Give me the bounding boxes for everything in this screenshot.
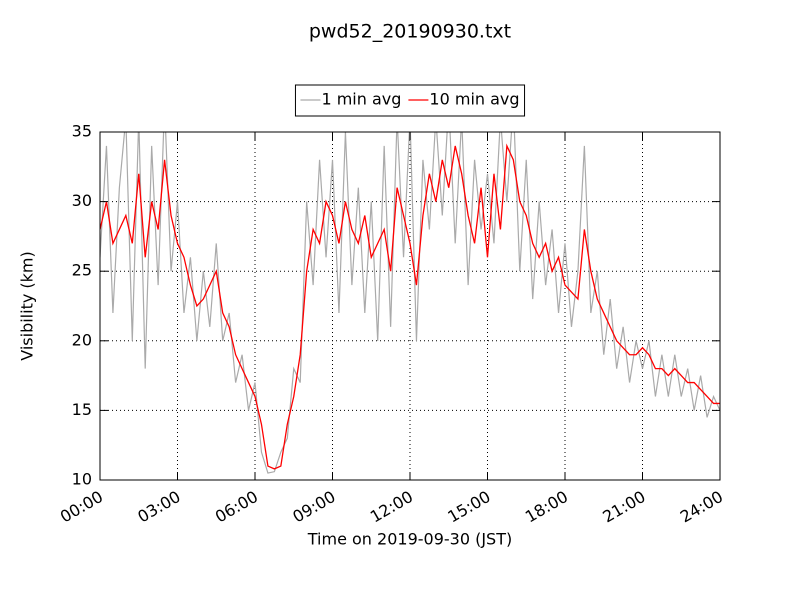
series-line — [100, 143, 720, 470]
x-axis-label: Time on 2019-09-30 (JST) — [307, 530, 512, 549]
chart-title: pwd52_20190930.txt — [309, 21, 511, 43]
y-tick-label: 25 — [72, 261, 92, 280]
legend-label: 1 min avg — [321, 90, 401, 109]
y-axis-label: Visibility (km) — [18, 251, 37, 360]
y-tick-label: 15 — [72, 400, 92, 419]
y-tick-label: 35 — [72, 122, 92, 141]
legend: 1 min avg 10 min avg — [294, 84, 526, 117]
plot-lines — [100, 132, 720, 474]
y-tick-label: 10 — [72, 470, 92, 489]
legend-label: 10 min avg — [429, 90, 519, 109]
y-tick-label: 30 — [72, 191, 92, 210]
series-line — [100, 132, 720, 474]
y-tick-label: 20 — [72, 330, 92, 349]
